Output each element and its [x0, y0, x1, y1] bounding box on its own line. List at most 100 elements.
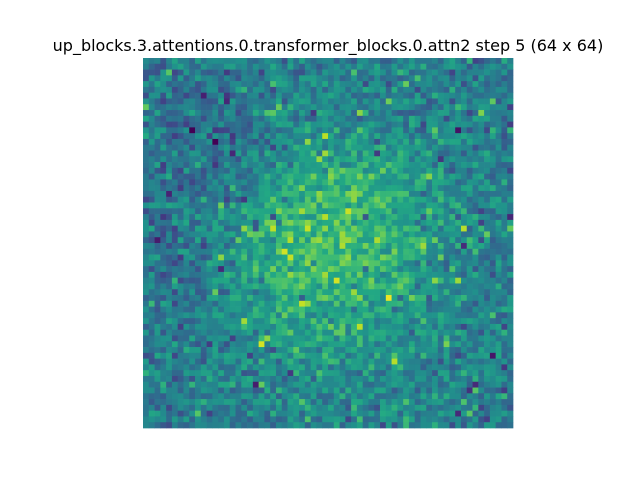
heatmap-cell: [293, 283, 300, 290]
heatmap-cell: [356, 219, 364, 227]
heatmap-cell: [507, 121, 514, 128]
heatmap-cell: [345, 375, 352, 383]
heatmap-cell: [339, 364, 346, 371]
heatmap-cell: [241, 243, 248, 250]
heatmap-cell: [472, 190, 479, 198]
heatmap-cell: [489, 404, 497, 412]
heatmap-cell: [472, 260, 479, 267]
heatmap-cell: [507, 150, 514, 157]
heatmap-cell: [299, 208, 306, 215]
heatmap-cell: [183, 110, 190, 117]
heatmap-cell: [241, 81, 248, 88]
heatmap-cell: [148, 231, 155, 238]
heatmap-cell: [293, 323, 300, 331]
heatmap-cell: [229, 179, 236, 186]
heatmap-cell: [495, 283, 502, 290]
heatmap-cell: [143, 219, 150, 227]
heatmap-cell: [195, 306, 202, 313]
heatmap-cell: [183, 156, 190, 163]
heatmap-cell: [339, 375, 346, 383]
heatmap-cell: [247, 312, 254, 319]
heatmap-cell: [252, 214, 259, 221]
heatmap-cell: [328, 243, 335, 250]
heatmap-cell: [408, 138, 416, 146]
heatmap-cell: [501, 104, 508, 111]
heatmap-cell: [507, 422, 514, 429]
heatmap-cell: [166, 306, 173, 313]
heatmap-cell: [316, 404, 323, 412]
heatmap-cell: [449, 375, 456, 383]
heatmap-cell: [460, 243, 468, 250]
heatmap-cell: [247, 208, 254, 215]
heatmap-cell: [183, 81, 190, 88]
heatmap-cell: [408, 352, 416, 359]
heatmap-cell: [362, 410, 369, 417]
heatmap-cell: [466, 150, 473, 157]
heatmap-cell: [489, 295, 497, 302]
heatmap-cell: [160, 318, 167, 325]
heatmap-cell: [171, 190, 179, 198]
heatmap-cell: [160, 127, 167, 134]
heatmap-cell: [345, 115, 352, 122]
heatmap-cell: [368, 156, 375, 163]
heatmap-cell: [218, 295, 225, 302]
heatmap-cell: [507, 243, 514, 250]
heatmap-cell: [189, 121, 196, 128]
heatmap-cell: [166, 202, 173, 209]
heatmap-cell: [212, 156, 219, 163]
heatmap-cell: [189, 58, 196, 65]
heatmap-cell: [478, 416, 485, 423]
heatmap-cell: [235, 352, 242, 359]
heatmap-cell: [437, 167, 444, 174]
heatmap-cell: [212, 416, 219, 423]
heatmap-cell: [455, 306, 462, 313]
heatmap-cell: [148, 248, 155, 255]
heatmap-cell: [171, 86, 179, 94]
heatmap-cell: [339, 219, 346, 227]
heatmap-cell: [206, 404, 213, 412]
heatmap-cell: [408, 271, 416, 279]
heatmap-cell: [455, 231, 462, 238]
heatmap-cell: [380, 260, 387, 267]
heatmap-cell: [432, 410, 439, 417]
heatmap-cell: [489, 69, 497, 76]
heatmap-cell: [339, 92, 346, 99]
heatmap-cell: [200, 300, 207, 307]
heatmap-cell: [501, 341, 508, 348]
heatmap-cell: [374, 381, 381, 388]
heatmap-cell: [154, 225, 161, 232]
heatmap-cell: [466, 381, 473, 388]
heatmap-cell: [195, 127, 202, 134]
heatmap-cell: [443, 243, 450, 250]
heatmap-cell: [160, 104, 167, 111]
heatmap-cell: [484, 156, 491, 163]
heatmap-cell: [293, 248, 300, 255]
heatmap-cell: [455, 150, 462, 157]
heatmap-cell: [414, 144, 421, 151]
heatmap-cell: [183, 393, 190, 400]
heatmap-cell: [368, 86, 375, 94]
heatmap-cell: [484, 214, 491, 221]
heatmap-cell: [258, 104, 265, 111]
heatmap-cell: [304, 399, 312, 406]
heatmap-cell: [177, 416, 184, 423]
heatmap-cell: [252, 167, 259, 174]
heatmap-cell: [351, 150, 358, 157]
heatmap-cell: [281, 375, 288, 383]
heatmap-cell: [160, 86, 167, 94]
heatmap-cell: [258, 271, 265, 279]
heatmap-cell: [443, 266, 450, 273]
heatmap-cell: [160, 179, 167, 186]
heatmap-cell: [304, 150, 312, 157]
heatmap-cell: [432, 115, 439, 122]
heatmap-cell: [304, 289, 312, 296]
heatmap-cell: [333, 393, 340, 400]
heatmap-cell: [478, 260, 485, 267]
heatmap-cell: [449, 92, 456, 99]
heatmap-cell: [484, 381, 491, 388]
heatmap-cell: [414, 318, 421, 325]
heatmap-cell: [414, 162, 421, 169]
heatmap-cell: [287, 410, 294, 417]
heatmap-cell: [166, 179, 173, 186]
heatmap-cell: [507, 92, 514, 99]
